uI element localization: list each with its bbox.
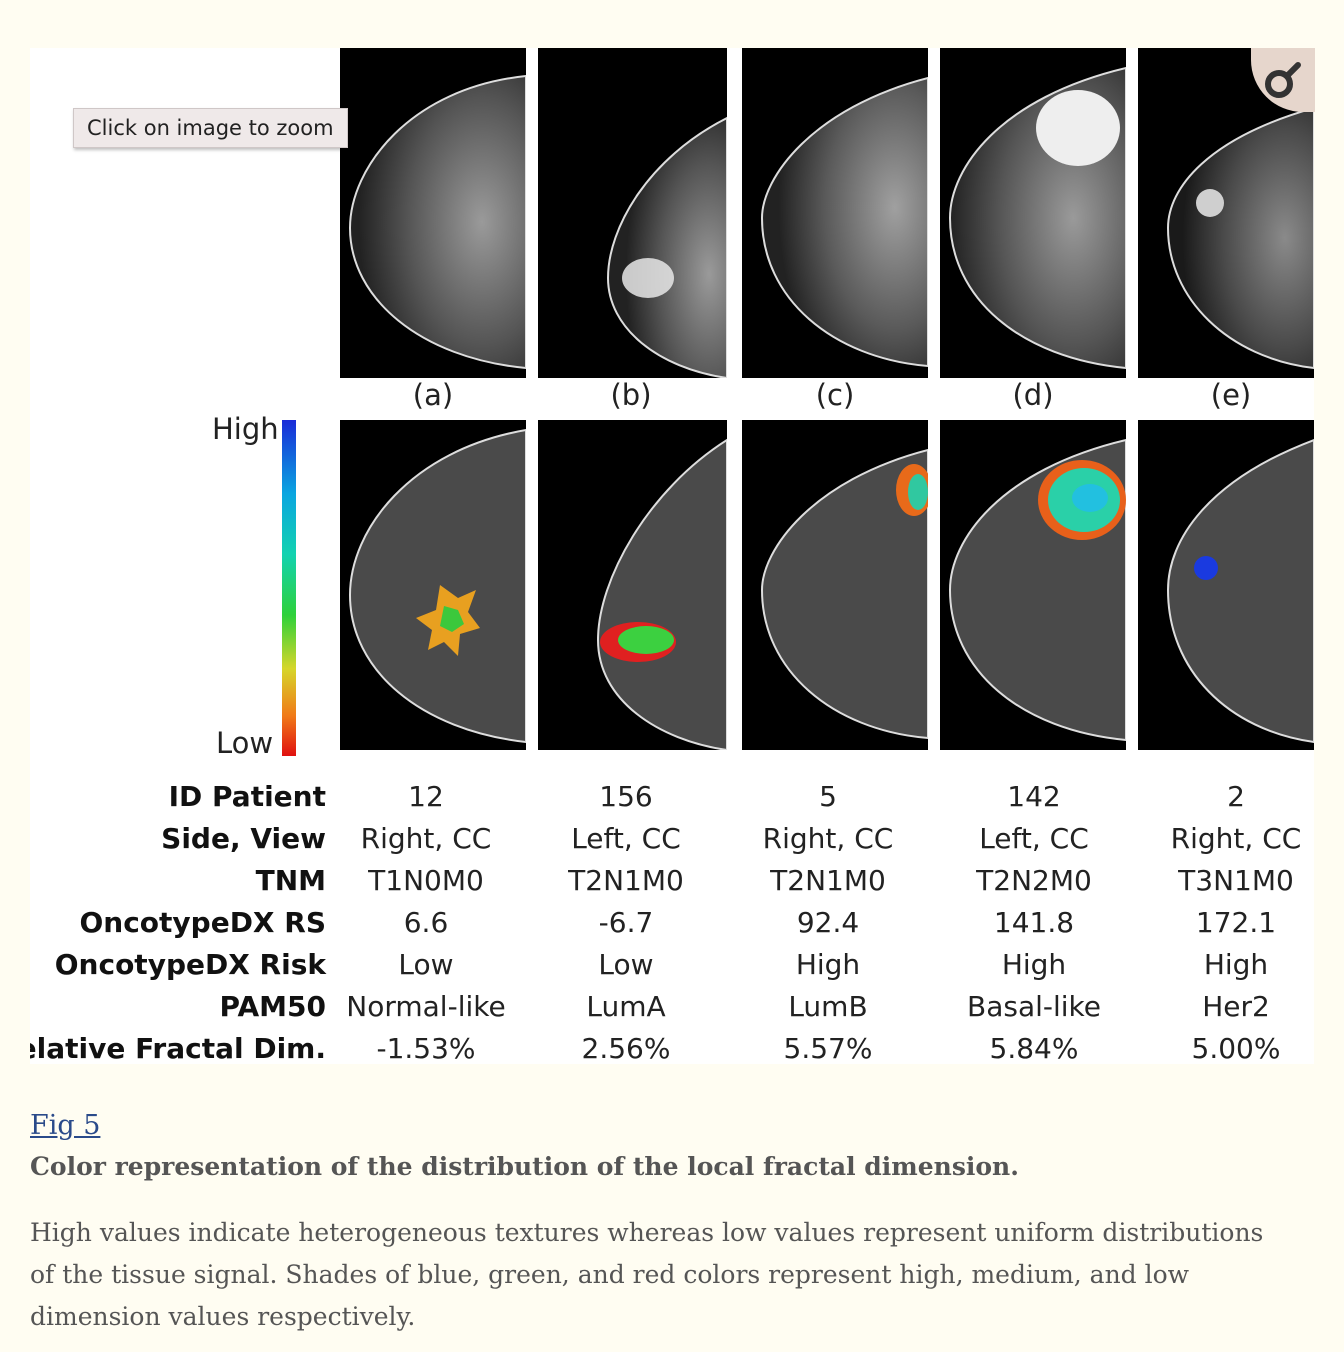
mammogram-b-top xyxy=(538,48,727,378)
zoom-tooltip: Click on image to zoom xyxy=(73,108,348,148)
figure-link[interactable]: Fig 5 xyxy=(30,1110,101,1141)
table-cell: T2N2M0 xyxy=(976,864,1092,897)
magnify-icon xyxy=(1265,62,1301,98)
table-cell: Right, CC xyxy=(1170,822,1302,855)
table-cell: 5.57% xyxy=(783,1032,873,1064)
table-cell: Right, CC xyxy=(360,822,492,855)
figure-image[interactable]: (a) (b) (c) (d) (e) High Low ID Patient 1… xyxy=(30,48,1314,1064)
panel-label-d: (d) xyxy=(1012,378,1054,412)
panel-label-b: (b) xyxy=(610,378,652,412)
table-cell: -1.53% xyxy=(376,1032,476,1064)
table-row-label: Relative Fractal Dim. xyxy=(30,1032,326,1064)
mammogram-d-top xyxy=(940,48,1126,378)
table-cell: T2N1M0 xyxy=(568,864,684,897)
table-cell: 5 xyxy=(819,780,837,813)
table-cell: Basal-like xyxy=(967,990,1101,1023)
table-row-label: Side, View xyxy=(161,822,326,855)
table-row-label: ID Patient xyxy=(168,780,326,813)
panel-label-c: (c) xyxy=(815,378,855,412)
table-cell: 92.4 xyxy=(796,906,860,939)
colorbar xyxy=(282,420,296,756)
table-cell: LumA xyxy=(586,990,666,1023)
scale-low-label: Low xyxy=(216,726,274,760)
caption-title: Color representation of the distribution… xyxy=(30,1152,1019,1181)
mammogram-b-colormap xyxy=(538,420,727,750)
caption-body: High values indicate heterogeneous textu… xyxy=(30,1218,1264,1331)
mammogram-e-colormap xyxy=(1138,420,1314,750)
table-cell: 5.84% xyxy=(989,1032,1079,1064)
table-cell: 2.56% xyxy=(581,1032,671,1064)
mammogram-a-top xyxy=(340,48,526,378)
table-row-label: OncotypeDX Risk xyxy=(54,948,326,981)
table-row-label: OncotypeDX RS xyxy=(79,906,326,939)
table-cell: High xyxy=(1203,948,1269,981)
panel-label-e: (e) xyxy=(1210,378,1252,412)
table-cell: 2 xyxy=(1227,780,1245,813)
table-cell: 5.00% xyxy=(1191,1032,1281,1064)
mammogram-c-colormap xyxy=(742,420,928,750)
table-cell: 172.1 xyxy=(1195,906,1277,939)
panel-label-a: (a) xyxy=(412,378,454,412)
table-cell: Low xyxy=(598,948,654,981)
table-row-label: PAM50 xyxy=(219,990,326,1023)
table-cell: 156 xyxy=(599,780,653,813)
table-cell: Her2 xyxy=(1202,990,1270,1023)
table-cell: 142 xyxy=(1007,780,1061,813)
mammogram-d-colormap xyxy=(940,420,1126,750)
table-cell: T2N1M0 xyxy=(770,864,886,897)
table-cell: 6.6 xyxy=(403,906,449,939)
table-cell: -6.7 xyxy=(598,906,654,939)
table-cell: Left, CC xyxy=(979,822,1089,855)
mammogram-a-colormap xyxy=(340,420,526,750)
table-row-label: TNM xyxy=(255,864,326,897)
table-cell: 12 xyxy=(408,780,444,813)
mammogram-c-top xyxy=(742,48,928,378)
table-cell: High xyxy=(1001,948,1067,981)
scale-high-label: High xyxy=(212,412,279,446)
table-cell: 141.8 xyxy=(993,906,1075,939)
table-cell: Low xyxy=(398,948,454,981)
table-cell: T1N0M0 xyxy=(368,864,484,897)
table-cell: T3N1M0 xyxy=(1178,864,1294,897)
table-cell: High xyxy=(795,948,861,981)
table-cell: Left, CC xyxy=(571,822,681,855)
zoom-button[interactable] xyxy=(1251,48,1315,112)
table-cell: LumB xyxy=(788,990,868,1023)
table-cell: Right, CC xyxy=(762,822,894,855)
table-cell: Normal-like xyxy=(346,990,506,1023)
